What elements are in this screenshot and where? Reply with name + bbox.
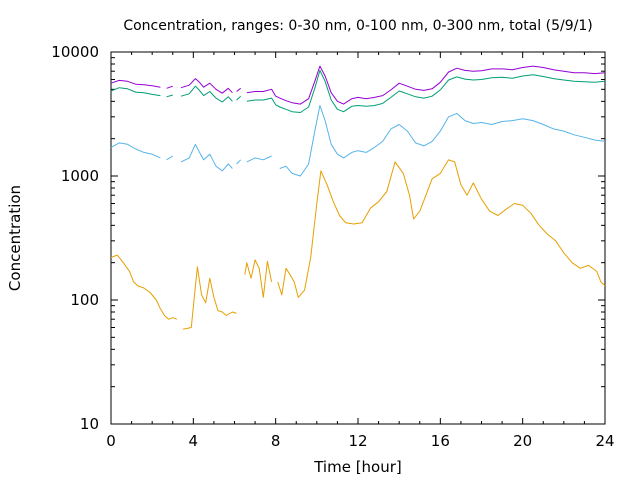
series-line-3 xyxy=(110,105,606,177)
series-group xyxy=(110,65,606,330)
plot-frame xyxy=(110,51,606,425)
x-tick-label: 4 xyxy=(189,432,199,450)
y-tick-label: 1000 xyxy=(61,167,99,185)
y-tick-label: 10 xyxy=(80,415,99,433)
series-line-1 xyxy=(110,65,606,105)
x-tick-label: 8 xyxy=(271,432,281,450)
series-line-4 xyxy=(110,159,606,330)
series-line-2 xyxy=(110,69,606,113)
x-tick-label: 0 xyxy=(106,432,116,450)
axis-ticks: 0 4 8 12 16 20 24 10 100 1000 10000 xyxy=(51,43,614,450)
x-tick-label: 20 xyxy=(513,432,532,450)
x-tick-label: 12 xyxy=(348,432,367,450)
y-tick-label: 10000 xyxy=(51,43,99,61)
y-axis-label: Concentration xyxy=(6,185,24,291)
x-tick-label: 24 xyxy=(595,432,614,450)
x-tick-label: 16 xyxy=(431,432,450,450)
y-tick-label: 100 xyxy=(70,291,99,309)
x-axis-label: Time [hour] xyxy=(313,458,402,476)
chart-title: Concentration, ranges: 0-30 nm, 0-100 nm… xyxy=(123,18,592,34)
